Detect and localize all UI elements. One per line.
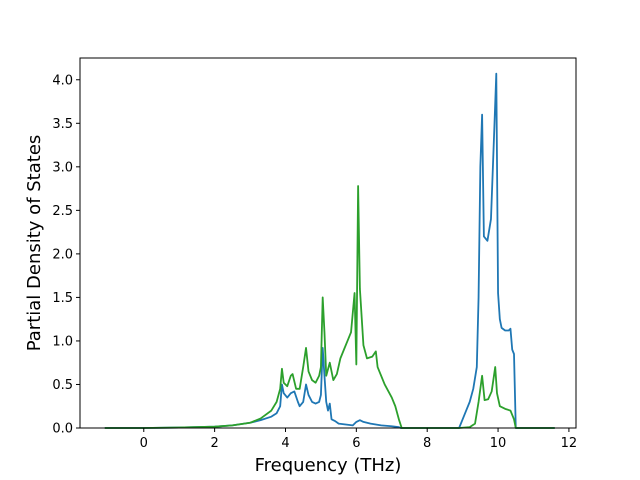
y-tick-label: 1.5: [52, 291, 73, 306]
y-tick-label: 3.5: [52, 117, 73, 132]
series-line-1: [104, 72, 555, 429]
y-axis-title: Partial Density of States: [24, 135, 45, 352]
x-tick-label: 10: [490, 436, 507, 451]
series-layer: [104, 72, 555, 429]
x-tick-label: 8: [423, 436, 431, 451]
x-tick-label: 6: [352, 436, 360, 451]
y-tick-label: 1.0: [52, 334, 73, 349]
x-tick-label: 12: [561, 436, 578, 451]
x-tick-label: 0: [140, 436, 148, 451]
series-line-2: [104, 185, 555, 429]
y-axis: 0.0 0.5 1.0 1.5 2.0 2.5 3.0 3.5 4.0: [52, 73, 80, 437]
x-axis-title: Frequency (THz): [255, 455, 402, 476]
y-tick-label: 4.0: [52, 73, 73, 88]
y-tick-label: 2.5: [52, 204, 73, 219]
x-tick-label: 4: [281, 436, 289, 451]
x-axis: 0 2 4 6 8 10 12: [140, 428, 578, 451]
y-tick-label: 2.0: [52, 247, 73, 262]
y-tick-label: 3.0: [52, 160, 73, 175]
y-tick-label: 0.0: [52, 422, 73, 437]
y-tick-label: 0.5: [52, 378, 73, 393]
x-tick-label: 2: [210, 436, 218, 451]
plot-frame: [79, 57, 577, 429]
